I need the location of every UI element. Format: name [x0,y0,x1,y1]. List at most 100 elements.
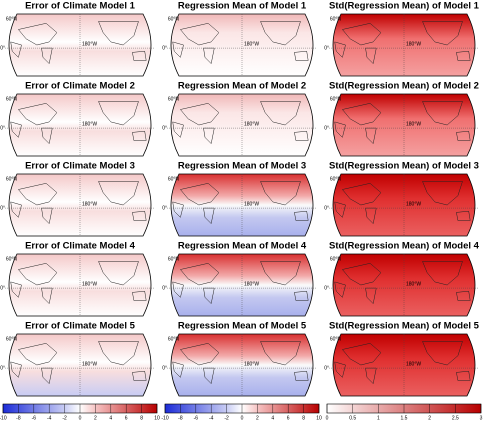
coastline [17,343,58,366]
coastline [132,210,147,221]
colorbar-tick-label: 6 [287,415,290,421]
coastline [132,130,147,141]
coastline [132,50,147,61]
colorbar-tick-label: -10 [161,415,168,421]
colorbar-tick-label: -4 [209,415,214,421]
lat-label: 0° [324,285,329,291]
lat-label: 0° [162,365,167,371]
lat-label: 60°N [168,176,180,182]
coastline [179,103,220,126]
coastline [203,127,215,145]
coastline [260,101,301,126]
lon-label: 180°W [406,361,421,367]
coastline [17,183,58,206]
lon-label: 180°W [244,361,259,367]
coastline [365,367,377,385]
lat-label: 60°N [6,176,18,182]
colorbar-tick-label: 2 [256,415,259,421]
coastline [294,370,309,381]
coastline [365,47,377,65]
coastline [365,287,377,305]
colorbar-tick-label: 4 [271,415,274,421]
coastline [17,263,58,286]
lat-label: 0° [162,285,167,291]
coastline [98,261,139,286]
coastline [422,21,463,46]
panel-title: Error of Climate Model 5 [25,321,136,332]
lat-label: 60°N [6,256,18,262]
coastline [456,370,471,381]
coastline [17,23,58,46]
colorbar-tick-label: 0 [79,415,82,421]
lat-label: 60°N [330,96,342,102]
colorbar-tick-label: -6 [194,415,199,421]
coastline [260,341,301,366]
colorbar-tick-label: -6 [32,415,37,421]
coastline [17,103,58,126]
colorbar-tick-label: 1 [377,415,380,421]
panel-title: Regression Mean of Model 4 [178,241,307,252]
coastline [422,101,463,126]
lat-label: 0° [324,45,329,51]
colorbar-tick-label: 3 [480,415,483,421]
coastline [341,263,382,286]
lat-label: 0° [324,205,329,211]
lat-label: 0° [0,45,5,51]
coastline [179,263,220,286]
coastline [132,290,147,301]
colorbar-tick-label: -4 [47,415,52,421]
coastline [179,343,220,366]
lon-label: 180°W [244,41,259,47]
panel-title: Std(Regression Mean) of Model 1 [329,1,480,12]
coastline [98,101,139,126]
lat-label: 60°N [330,16,342,22]
coastline [41,207,53,225]
panel-title: Error of Climate Model 3 [25,161,135,172]
coastline [341,103,382,126]
lon-label: 180°W [244,121,259,127]
panel-title: Std(Regression Mean) of Model 3 [329,161,479,172]
lat-label: 0° [0,125,5,131]
coastline [365,127,377,145]
panel-title: Regression Mean of Model 1 [178,1,307,12]
coastline [98,21,139,46]
lon-label: 180°W [406,201,421,207]
colorbar-tick-label: 6 [125,415,128,421]
coastline [294,50,309,61]
lat-label: 60°N [168,16,180,22]
lon-label: 180°W [406,41,421,47]
coastline [260,261,301,286]
coastline [456,130,471,141]
lat-label: 0° [324,365,329,371]
colorbar-tick-label: 8 [302,415,305,421]
colorbar-tick-label: 10 [154,415,160,421]
coastline [203,367,215,385]
coastline [260,21,301,46]
lon-label: 180°W [244,281,259,287]
lon-label: 180°W [82,361,97,367]
lat-label: 60°N [6,16,18,22]
coastline [456,290,471,301]
lat-label: 0° [162,125,167,131]
panel-title: Regression Mean of Model 5 [178,321,307,332]
lat-label: 60°N [168,256,180,262]
coastline [260,181,301,206]
coastline [179,183,220,206]
coastline [456,50,471,61]
coastline [203,207,215,225]
coastline [294,210,309,221]
panel-title: Std(Regression Mean) of Model 4 [329,241,480,252]
colorbar-tick-label: -8 [178,415,183,421]
lat-label: 60°N [6,336,18,342]
panel-title: Regression Mean of Model 2 [178,81,306,92]
panel-title: Error of Climate Model 4 [25,241,136,252]
panel-title: Error of Climate Model 1 [25,1,136,12]
colorbar-tick-label: 8 [140,415,143,421]
coastline [341,343,382,366]
coastline [98,341,139,366]
lat-label: 0° [162,205,167,211]
colorbar-tick-label: -8 [16,415,21,421]
colorbar-tick-label: 0.5 [349,415,356,421]
